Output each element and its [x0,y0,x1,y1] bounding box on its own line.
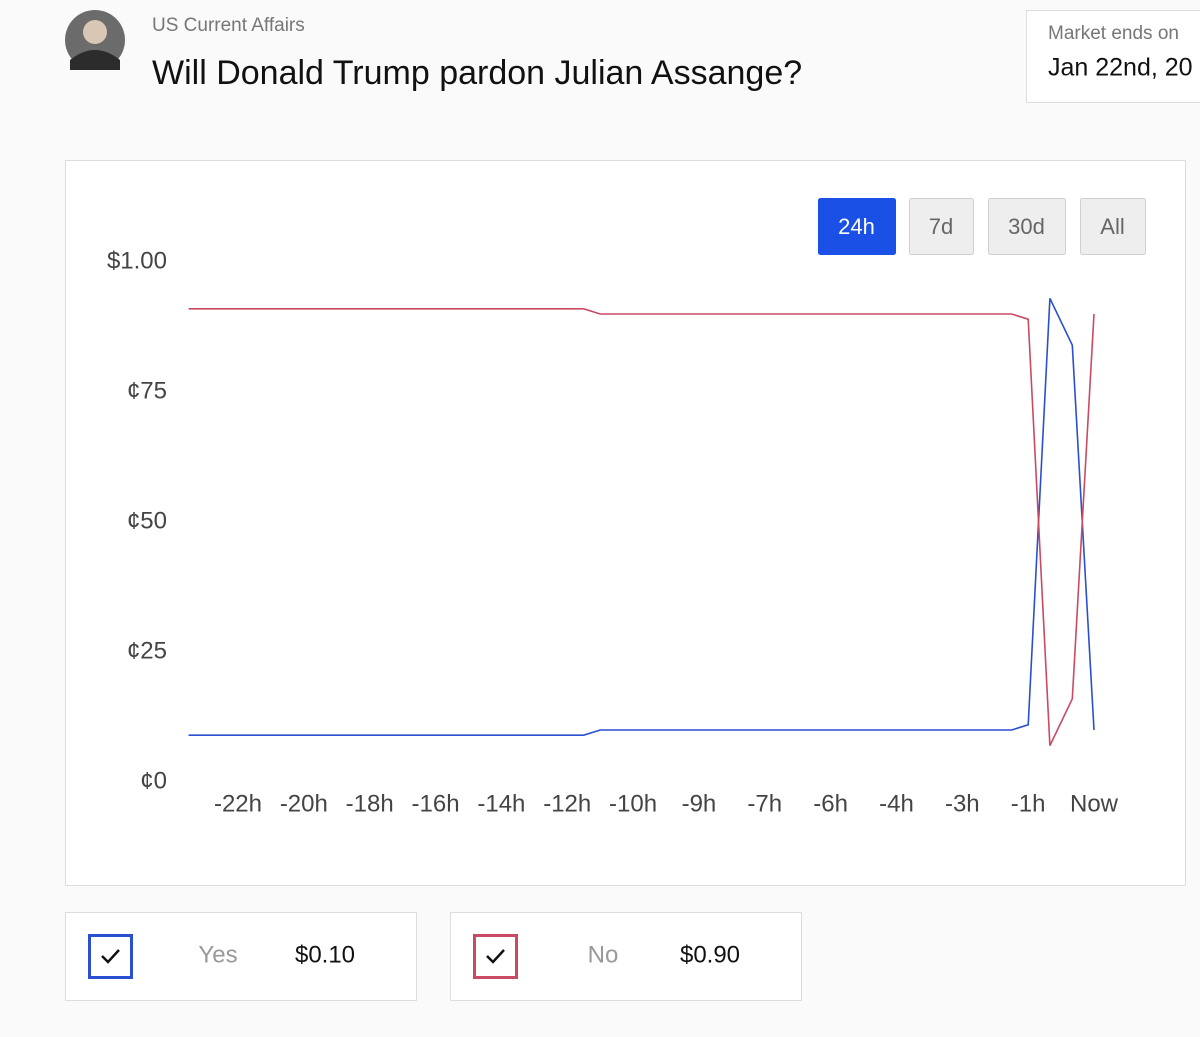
range-button-label: 24h [838,214,875,239]
market-end-date: Jan 22nd, 20 [1048,54,1193,82]
range-button[interactable]: All [1080,198,1146,255]
x-tick-label: -16h [412,790,460,817]
x-tick-label: -7h [747,790,782,817]
avatar-face [83,20,107,44]
range-button[interactable]: 7d [909,198,974,255]
range-button-bg [909,198,974,255]
legend-name: No [588,941,619,968]
checkmark [101,949,120,964]
y-tick-label: $1.00 [107,247,167,274]
series-line [188,298,1095,736]
range-button-bg [988,198,1066,255]
x-tick-label: -18h [346,790,394,817]
legend-price: $0.10 [295,941,355,968]
x-tick-label: -4h [879,790,914,817]
range-button-label: 30d [1008,214,1045,239]
x-tick-label: -1h [1011,790,1046,817]
legend-item: Yes $0.10 [65,912,417,1001]
x-tick-label: -3h [945,790,980,817]
avatar-body [70,50,120,70]
legend-price: $0.90 [680,941,740,968]
x-tick-label: -14h [477,790,525,817]
market-title: Will Donald Trump pardon Julian Assange? [152,54,802,92]
x-tick-label: -20h [280,790,328,817]
x-tick-label: -12h [543,790,591,817]
y-tick-label: ¢25 [127,637,167,664]
range-button-bg [818,198,896,255]
market-end-box [1026,10,1200,103]
range-button-bg [1080,198,1146,255]
x-tick-label: -10h [609,790,657,817]
chart-card [65,160,1186,886]
y-tick-label: ¢50 [127,507,167,534]
legend-name: Yes [198,941,237,968]
series-line [188,308,1095,746]
x-tick-label: -22h [214,790,262,817]
market-end-label: Market ends on [1048,23,1179,44]
legend: Yes $0.10 No $0.90 [65,912,802,1001]
legend-checkbox[interactable] [473,934,518,979]
range-button-label: 7d [929,214,953,239]
plot: $1.00 ¢75 ¢50 ¢25 ¢0 -22h -20h -18h -16h -14h -12h… [107,247,1119,817]
range-button-label: All [1100,214,1124,239]
range-button[interactable]: 24h [818,198,896,255]
legend-item: No $0.90 [450,912,802,1001]
legend-checkbox[interactable] [88,934,133,979]
x-tick-label: -9h [682,790,717,817]
x-tick-label: Now [1070,790,1119,817]
range-buttons: 24h 7d 30d All [818,198,1146,255]
checkmark [486,949,505,964]
y-tick-label: ¢0 [140,767,167,794]
y-tick-label: ¢75 [127,377,167,404]
x-tick-label: -6h [813,790,848,817]
category: US Current Affairs [152,15,305,36]
range-button[interactable]: 30d [988,198,1066,255]
